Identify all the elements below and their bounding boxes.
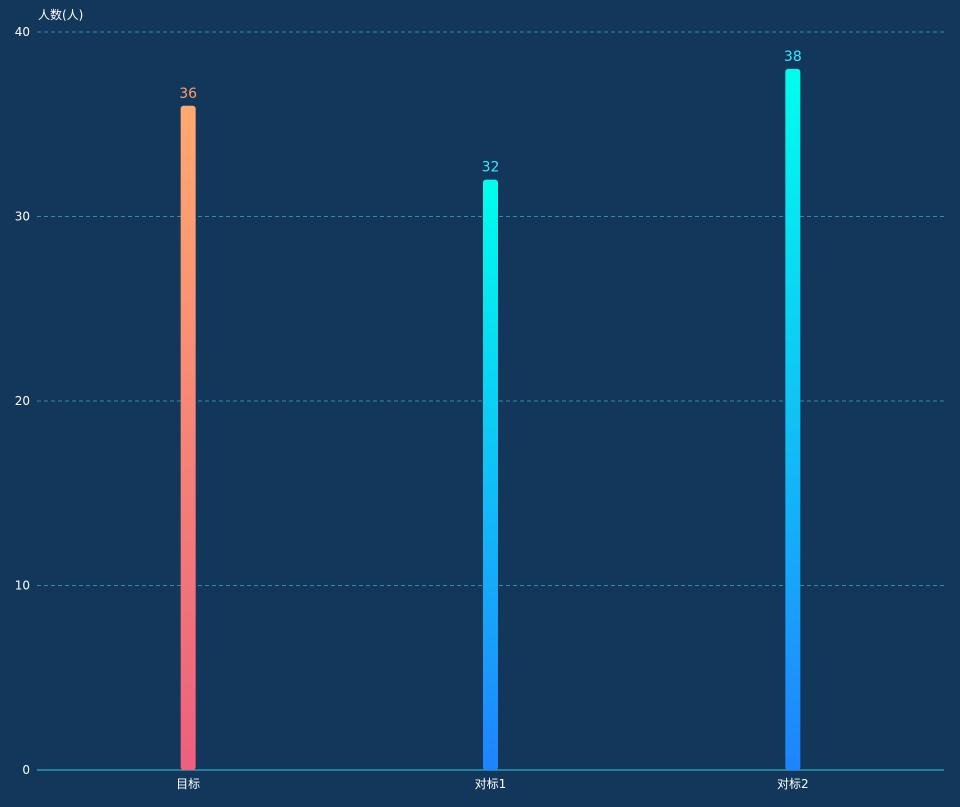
y-tick-label: 20 bbox=[15, 394, 30, 408]
y-tick-label: 10 bbox=[15, 579, 30, 593]
x-tick-label: 目标 bbox=[176, 777, 200, 791]
x-axis-ticks: 目标 对标1 对标2 bbox=[176, 777, 808, 791]
data-label: 32 bbox=[482, 160, 500, 176]
y-tick-label: 0 bbox=[22, 763, 30, 777]
y-axis-title: 人数(人) bbox=[38, 7, 83, 22]
x-tick-label: 对标2 bbox=[777, 777, 809, 791]
bar-2 bbox=[483, 179, 498, 771]
x-tick-label: 对标1 bbox=[475, 777, 507, 791]
data-label: 38 bbox=[784, 49, 802, 65]
bar-1 bbox=[180, 105, 196, 771]
bar-3 bbox=[785, 68, 801, 770]
data-label: 36 bbox=[179, 86, 197, 102]
bar-series: 36 32 38 bbox=[179, 49, 802, 771]
y-tick-label: 40 bbox=[15, 25, 30, 39]
y-axis-ticks: 0 10 20 30 40 bbox=[15, 25, 30, 777]
y-tick-label: 30 bbox=[15, 210, 30, 224]
